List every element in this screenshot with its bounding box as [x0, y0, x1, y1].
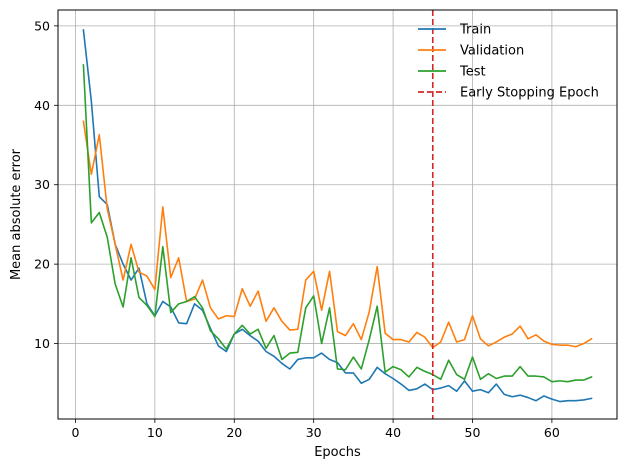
x-axis-label: Epochs	[314, 445, 361, 460]
y-tick-label: 40	[34, 98, 50, 113]
x-tick-label: 20	[226, 425, 242, 440]
x-tick-label: 10	[147, 425, 163, 440]
axis-ticks: 0 10 20 30 40 50 60 10 20 30 40 50	[34, 18, 560, 440]
y-axis-label: Mean absolute error	[9, 148, 24, 280]
y-tick-label: 10	[34, 336, 50, 351]
series-line-test	[82, 64, 593, 383]
series-lines	[82, 29, 593, 403]
grid	[58, 10, 617, 419]
series-line-train	[82, 29, 593, 403]
y-tick-label: 20	[34, 257, 50, 272]
x-tick-label: 50	[465, 425, 481, 440]
y-tick-label: 50	[34, 18, 50, 33]
x-tick-label: 60	[544, 425, 560, 440]
x-tick-label: 40	[385, 425, 401, 440]
y-tick-label: 30	[34, 177, 50, 192]
x-tick-label: 0	[71, 425, 79, 440]
series-line-validation	[82, 120, 593, 349]
legend: Train Validation Test Early Stopping Epoch	[418, 23, 599, 101]
legend-label: Validation	[460, 44, 524, 59]
legend-label: Early Stopping Epoch	[460, 86, 599, 101]
legend-label: Test	[459, 65, 486, 80]
legend-label: Train	[459, 23, 491, 38]
x-tick-label: 30	[306, 425, 322, 440]
plot-frame	[57, 9, 618, 420]
